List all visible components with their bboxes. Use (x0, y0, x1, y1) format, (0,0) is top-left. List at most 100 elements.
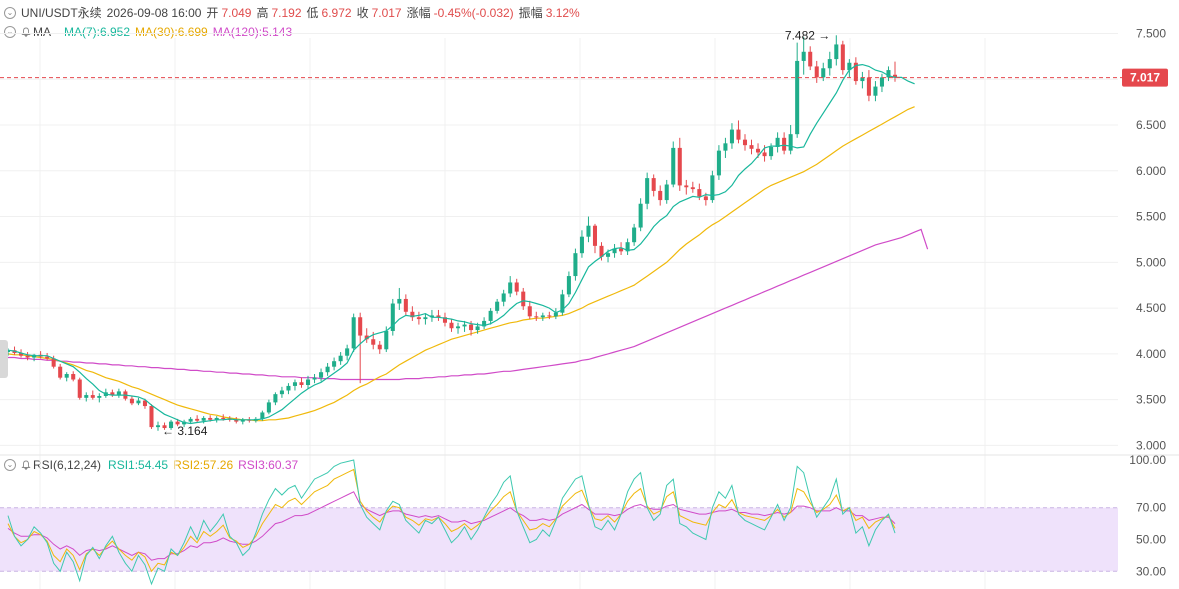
ma-legend: ⌄ MA MA(7):6.952 MA(30):6.699 MA(120):5.… (0, 23, 297, 41)
candle-body (873, 86, 878, 96)
candle-body (305, 379, 311, 386)
candle-body (834, 44, 839, 60)
candle (736, 120, 741, 144)
candle-body (292, 382, 297, 386)
candle (514, 278, 519, 296)
candle (527, 300, 532, 320)
last-price-tag (1122, 68, 1168, 87)
collapse-chevron-icon[interactable]: ⌄ (4, 26, 16, 38)
candle (814, 60, 819, 83)
candle-body (136, 400, 141, 404)
open-value: 7.049 (221, 6, 252, 20)
candle-body (501, 293, 506, 302)
rsi3-line (7, 491, 896, 561)
candle-body (97, 395, 102, 398)
rsi-lines (7, 459, 896, 586)
candle-body (384, 330, 389, 350)
candle (64, 372, 69, 382)
candle (873, 81, 878, 102)
candle-body (110, 392, 115, 396)
candle (579, 230, 584, 258)
ohlc-header: ⌄ UNI/USDT永续 2026-09-08 16:00 开 7.049 高 … (0, 4, 585, 22)
candle (397, 287, 402, 310)
candle-body (84, 395, 89, 398)
candle (155, 421, 161, 431)
candle (553, 308, 558, 320)
candle-body (25, 355, 30, 358)
candle (462, 320, 467, 332)
candle (664, 179, 669, 204)
candle (801, 37, 806, 75)
bell-icon[interactable] (21, 460, 31, 470)
candle-body (149, 406, 154, 428)
candle-body (860, 77, 865, 82)
candle-body (560, 294, 565, 313)
candle-body (697, 189, 702, 197)
candle-body (429, 315, 434, 318)
candle-body (462, 324, 467, 327)
high-value: 7.192 (271, 6, 302, 20)
candle (201, 416, 206, 424)
candle-body (286, 385, 291, 391)
candle-body (116, 391, 121, 396)
candle (671, 141, 676, 188)
candle-body (821, 68, 826, 78)
candle-body (645, 178, 650, 204)
candle-body (469, 324, 474, 331)
drag-handle[interactable] (0, 340, 8, 378)
collapse-chevron-icon[interactable]: ⌄ (4, 459, 16, 471)
candle (821, 62, 826, 82)
candle-body (606, 253, 611, 257)
candle-body (756, 148, 761, 153)
candle-body (847, 62, 852, 71)
ma120-line (8, 228, 929, 381)
annotations: 7.017 7.482 → ← 3.164 (0, 28, 1168, 438)
rsi3-value: RSI3:60.37 (238, 458, 299, 472)
candle-body (266, 402, 271, 413)
candle-body (866, 77, 871, 96)
candle (566, 271, 571, 298)
ma120-line (8, 228, 929, 381)
candle (305, 375, 311, 389)
candle-body (508, 282, 513, 294)
candle (390, 298, 395, 336)
candle-body (892, 74, 898, 78)
candle-body (684, 185, 689, 188)
candle (332, 357, 337, 371)
candle-body (651, 178, 656, 191)
candle (853, 57, 858, 85)
price-axis: 7.5007.0006.5006.0005.5005.0004.5004.000… (1129, 26, 1166, 578)
rsi-tick-label: 100.00 (1129, 453, 1166, 467)
candle (90, 390, 95, 400)
candle (195, 415, 200, 423)
candle (840, 40, 845, 75)
rsi-name: RSI(6,12,24) (33, 458, 102, 472)
candle-body (260, 412, 265, 419)
candle (410, 306, 415, 321)
last-price-label: 7.017 (1130, 71, 1160, 85)
candle-body (677, 147, 682, 186)
candle-body (795, 60, 800, 135)
price-tick-label: 5.500 (1136, 210, 1166, 224)
candle (677, 137, 682, 191)
candle (540, 312, 545, 321)
candle (45, 352, 50, 361)
ma30-line (7, 106, 915, 422)
collapse-chevron-icon[interactable]: ⌄ (4, 7, 16, 19)
candle-body (586, 225, 591, 237)
rsi2-value: RSI2:57.26 (173, 458, 234, 472)
candle (592, 223, 598, 254)
grid-lines (0, 32, 1179, 589)
candle-body (58, 366, 63, 378)
bell-icon[interactable] (21, 27, 31, 37)
candle-body (475, 326, 480, 331)
candle-body (456, 326, 461, 329)
close-value: 7.017 (371, 6, 402, 20)
candle (312, 374, 317, 384)
candle-body (879, 77, 884, 87)
candle (25, 352, 30, 361)
candle-body (162, 425, 167, 429)
candle (886, 66, 891, 82)
candle (632, 223, 637, 246)
